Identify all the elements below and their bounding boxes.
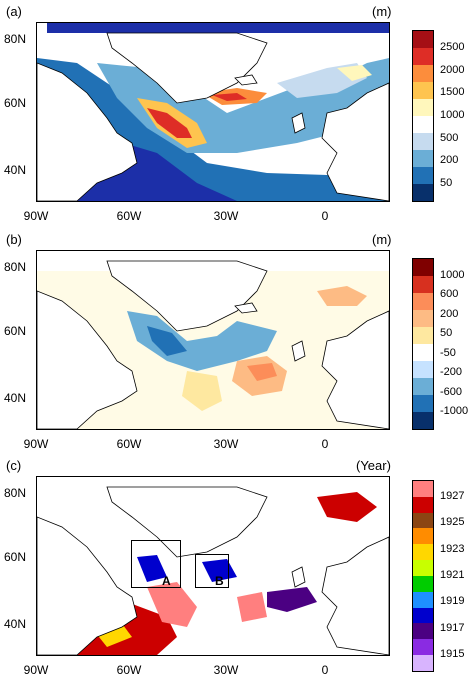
map-svg [37, 477, 389, 655]
colorbar-label: -50 [440, 346, 456, 359]
panel-label: (b) [6, 232, 22, 247]
unit-label: (m) [372, 232, 392, 247]
map-svg [37, 23, 389, 201]
y-tick-label: 80N [4, 32, 27, 46]
colorbar-swatch [413, 276, 433, 293]
x-tick-label: 60W [116, 209, 142, 223]
x-tick-label: 90W [23, 209, 49, 223]
colorbar-label: 2000 [440, 63, 465, 76]
colorbar-swatch [413, 167, 433, 184]
colorbar-swatch [413, 412, 433, 429]
y-tick-label: 60N [4, 324, 27, 338]
region-label-b: B [215, 574, 224, 588]
colorbar-swatch [413, 184, 433, 201]
region-label-a: A [162, 574, 171, 588]
unit-label: (Year) [356, 458, 391, 473]
colorbar-label: -1000 [440, 405, 469, 417]
y-tick-label: 80N [4, 486, 27, 500]
colorbar-swatch [413, 395, 433, 412]
y-tick-label: 60N [4, 550, 27, 564]
x-tick-label: 30W [213, 209, 239, 223]
x-tick-label: 30W [213, 663, 239, 677]
colorbar-swatch [413, 310, 433, 327]
colorbar-label: 1917 [440, 621, 465, 634]
map-plot [36, 22, 390, 202]
x-tick-label: 0 [321, 663, 329, 677]
colorbar-swatch [413, 327, 433, 344]
x-tick-label: 90W [23, 437, 49, 451]
colorbar-label: 1925 [440, 516, 465, 529]
colorbar-swatch [413, 623, 433, 640]
colorbar-label: 1500 [440, 86, 465, 99]
colorbar-label: 50 [440, 177, 453, 189]
colorbar-swatch [413, 607, 433, 624]
region-box-a [131, 540, 181, 588]
colorbar-label: 1000 [440, 269, 465, 281]
y-tick-label: 40N [4, 163, 27, 177]
colorbar-swatch [413, 639, 433, 656]
region-box-b [195, 554, 229, 588]
colorbar-label: 1921 [440, 569, 465, 581]
panel-b: (b) (m) 80N 60N 40N 90W 60W 30W 0 1000 60… [0, 228, 474, 454]
x-tick-label: 60W [116, 663, 142, 677]
colorbar-swatch [413, 82, 433, 99]
colorbar-swatch [413, 544, 433, 561]
colorbar-swatch [413, 133, 433, 150]
colorbar-swatch [413, 560, 433, 576]
colorbar-swatch [413, 378, 433, 395]
colorbar-swatch [413, 575, 433, 592]
colorbar-swatch [413, 65, 433, 82]
colorbar-label: -600 [440, 385, 463, 398]
x-tick-label: 0 [321, 209, 329, 223]
colorbar-label: -200 [440, 366, 463, 379]
colorbar-label: 1915 [440, 648, 465, 661]
colorbar-swatch [413, 361, 433, 378]
colorbar [412, 480, 434, 672]
colorbar-swatch [413, 150, 433, 167]
colorbar [412, 258, 434, 430]
colorbar-swatch [413, 655, 433, 671]
colorbar-label: 2500 [440, 41, 465, 53]
panel-label: (a) [6, 4, 22, 19]
y-tick-label: 80N [4, 260, 27, 274]
colorbar-swatch [413, 48, 433, 65]
colorbar [412, 30, 434, 202]
panel-label: (c) [6, 458, 22, 473]
panel-a: (a) (m) 80N 60N 40N 90W 60W 30 [0, 0, 474, 226]
x-tick-label: 0 [321, 437, 329, 451]
y-tick-label: 60N [4, 96, 27, 110]
colorbar-swatch [413, 116, 433, 133]
colorbar-label: 200 [440, 307, 459, 320]
x-tick-label: 30W [213, 437, 239, 451]
colorbar-swatch [413, 31, 433, 48]
colorbar-label: 200 [440, 154, 459, 167]
colorbar-label: 500 [440, 131, 459, 144]
colorbar-swatch [413, 496, 433, 513]
colorbar-swatch [413, 591, 433, 608]
map-plot [36, 250, 390, 430]
panel-c: (c) (Year) A B 80N 60N 40N 90W 60W 30W 0… [0, 454, 474, 680]
colorbar-swatch [413, 259, 433, 276]
colorbar-swatch [413, 528, 433, 545]
map-plot [36, 476, 390, 656]
colorbar-swatch [413, 481, 433, 497]
colorbar-swatch [413, 99, 433, 116]
colorbar-label: 600 [440, 288, 459, 301]
colorbar-label: 1927 [440, 489, 465, 502]
colorbar-label: 50 [440, 327, 453, 340]
y-tick-label: 40N [4, 617, 27, 631]
colorbar-label: 1000 [440, 109, 465, 121]
x-tick-label: 90W [23, 663, 49, 677]
colorbar-swatch [413, 344, 433, 361]
colorbar-label: 1919 [440, 595, 465, 608]
x-tick-label: 60W [116, 437, 142, 451]
unit-label: (m) [372, 4, 392, 19]
map-svg [37, 251, 389, 429]
colorbar-swatch [413, 512, 433, 529]
colorbar-swatch [413, 293, 433, 310]
colorbar-label: 1923 [440, 542, 465, 555]
y-tick-label: 40N [4, 391, 27, 405]
